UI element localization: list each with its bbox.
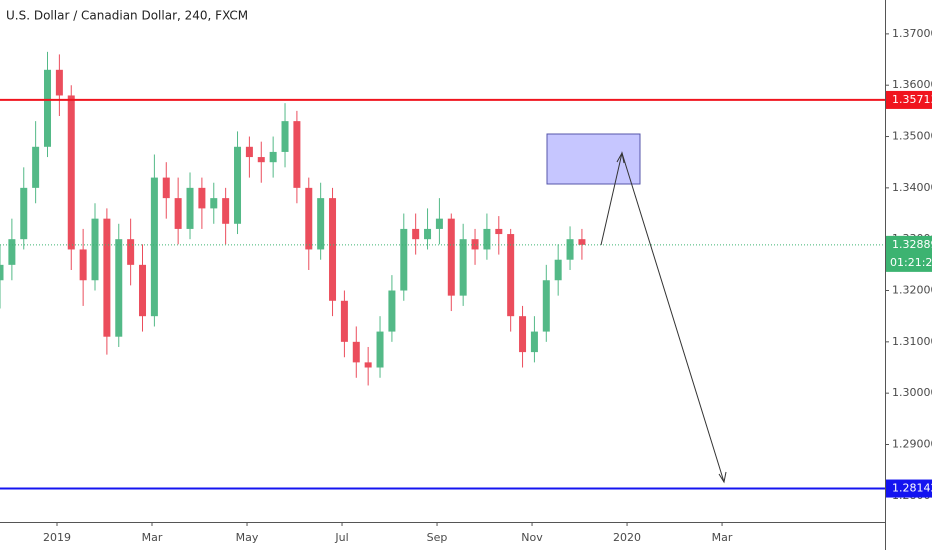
candle-body xyxy=(530,331,538,353)
target-box xyxy=(546,133,641,185)
candle-body xyxy=(412,228,420,240)
x-tick-label: Jul xyxy=(334,531,348,544)
candle-body xyxy=(198,187,206,209)
candle-body xyxy=(554,259,562,281)
candle-body xyxy=(20,187,28,240)
candle-body xyxy=(388,290,396,332)
candle-body xyxy=(507,234,515,317)
candle-body xyxy=(340,300,348,342)
y-tick-label: 1.35000 xyxy=(892,130,932,143)
plot xyxy=(0,51,885,490)
candle-body xyxy=(55,69,63,96)
x-tick-label: 2019 xyxy=(43,531,71,544)
candle-body xyxy=(67,95,75,250)
x-tick-label: 2020 xyxy=(613,531,641,544)
candle-body xyxy=(447,218,455,296)
candle-body xyxy=(245,146,253,158)
candle-body xyxy=(91,218,99,281)
candle-body xyxy=(8,239,16,265)
candle-body xyxy=(32,146,40,188)
y-tick-label: 1.36000 xyxy=(892,78,932,91)
last-price-box xyxy=(886,235,932,272)
y-tick-label: 1.31000 xyxy=(892,335,932,348)
candle-body xyxy=(495,228,503,235)
candle-body xyxy=(376,331,384,368)
level-label: 1.28142 xyxy=(892,482,932,495)
candle-body xyxy=(222,198,230,224)
candle-body xyxy=(269,151,277,163)
arrow-head xyxy=(616,151,625,164)
level-label-box xyxy=(886,90,932,109)
candle-body xyxy=(79,249,87,281)
candle-body xyxy=(162,177,170,199)
candle-body xyxy=(317,198,325,250)
candle-body xyxy=(364,362,372,368)
candle-body xyxy=(329,198,337,301)
y-tick-label: 1.32000 xyxy=(892,284,932,297)
level-label-box xyxy=(886,479,932,498)
y-tick-label: 1.37000 xyxy=(892,27,932,40)
candle-body xyxy=(435,218,443,229)
candle-body xyxy=(44,69,52,147)
candle-body xyxy=(483,228,491,250)
candle-body xyxy=(174,198,182,229)
candle-body xyxy=(471,239,479,250)
chart-title: U.S. Dollar / Canadian Dollar, 240, FXCM xyxy=(6,9,248,23)
candle-body xyxy=(459,239,467,296)
candle-body xyxy=(578,239,586,245)
level-label: 1.35713 xyxy=(892,93,932,106)
candle-body xyxy=(424,228,432,240)
candle-body xyxy=(115,239,123,337)
x-tick-label: Nov xyxy=(521,531,543,544)
candle-body xyxy=(0,264,4,281)
candle-body xyxy=(519,316,527,353)
x-tick-label: Mar xyxy=(142,531,163,544)
candle-body xyxy=(127,239,135,265)
projection-path xyxy=(600,151,725,483)
candle-body xyxy=(400,228,408,291)
x-tick-label: Sep xyxy=(427,531,448,544)
candle-body xyxy=(257,157,265,163)
candle-body xyxy=(352,341,360,363)
candle-body xyxy=(566,239,574,260)
candle-body xyxy=(186,187,194,229)
countdown-label: 01:21:24 xyxy=(890,256,932,269)
candle-body xyxy=(150,177,158,317)
candle-body xyxy=(210,198,218,209)
y-tick-label: 1.29000 xyxy=(892,437,932,450)
axes: 1.280001.290001.300001.310001.320001.330… xyxy=(43,27,932,544)
candle-body xyxy=(139,264,147,317)
candle-body xyxy=(305,187,313,250)
last-price-label: 1.32889 xyxy=(892,238,932,251)
drawings xyxy=(546,133,727,484)
candle-body xyxy=(542,280,550,332)
candle-body xyxy=(293,121,301,188)
y-tick-label: 1.34000 xyxy=(892,181,932,194)
arrow-head xyxy=(718,471,727,484)
candle-body xyxy=(103,218,111,337)
candle-body xyxy=(234,146,242,224)
y-tick-label: 1.30000 xyxy=(892,386,932,399)
x-tick-label: Mar xyxy=(712,531,733,544)
candle-body xyxy=(281,121,289,152)
x-tick-label: May xyxy=(236,531,259,544)
